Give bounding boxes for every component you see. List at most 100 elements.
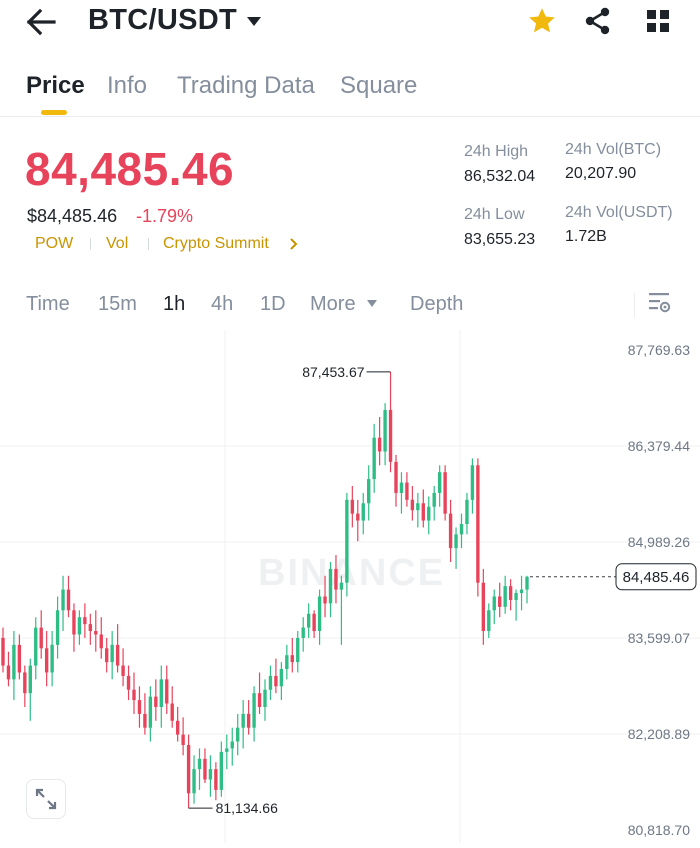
candle-down [448,513,453,549]
candlestick-chart[interactable]: BINANCE 87,769.63 86,379.44 84,989.26 83,59… [0,330,700,843]
tag-crypto-summit[interactable]: Crypto Summit [163,235,269,252]
candle-up [519,589,524,594]
menu-button[interactable] [646,9,670,38]
y-axis-tick-label: 83,599.07 [628,630,690,646]
candle-down [181,734,185,745]
candle-down [115,644,120,666]
y-axis-tick-label: 82,208.89 [628,726,690,742]
candle-down [66,589,71,611]
candle-down [44,648,49,673]
candle-down [410,499,415,511]
candle-down [154,696,158,707]
tab-bar: Price Info Trading Data Square [0,62,700,117]
candle-up [492,596,496,611]
tab-square[interactable]: Square [340,72,418,99]
divider [634,293,635,317]
candle-up [208,769,213,780]
tab-info[interactable]: Info [107,72,148,99]
timeframe-depth[interactable]: Depth [410,293,464,315]
candle-down [443,472,447,514]
candle-up [12,644,16,680]
candle-up [263,689,267,707]
candle-down [88,624,93,632]
tag-pow[interactable]: POW [35,235,74,252]
share-icon [585,7,610,35]
stat-24h-high-label: 24h High [464,143,529,160]
stat-24h-vol-usdt-value: 1.72B [565,228,607,245]
candle-down [175,720,180,735]
candle-down [356,513,360,521]
candle-up [148,696,153,728]
candle-up [399,482,404,493]
back-button[interactable] [26,8,58,36]
timeframe-more[interactable]: More [310,293,356,315]
candle-up [372,437,376,480]
last-price: 84,485.46 [25,143,235,195]
fullscreen-button[interactable] [26,779,66,819]
candle-up [361,503,365,521]
candle-down [17,644,22,673]
candle-up [306,613,311,628]
active-tab-indicator [41,110,67,115]
tab-trading-data[interactable]: Trading Data [177,72,315,99]
candle-up [503,586,507,607]
timeframe-15m[interactable]: 15m [98,293,137,315]
chevron-right-icon[interactable] [289,238,299,250]
candle-down [105,648,109,663]
timeframe-1h[interactable]: 1h [163,293,186,315]
candle-up [50,644,54,673]
candle-down [214,769,218,790]
stat-24h-low-label: 24h Low [464,206,525,223]
candle-up [28,665,32,694]
candle-up [225,748,229,752]
candle-up [487,610,491,632]
tag-divider [90,238,91,250]
candle-down [132,689,136,701]
candle-up [296,637,300,663]
candle-down [99,634,103,649]
candle-up [285,655,289,670]
candle-down [388,410,393,462]
candle-down [246,713,251,728]
stat-24h-high-value: 86,532.04 [464,168,536,185]
candle-up [230,741,234,749]
timeframe-time[interactable]: Time [26,293,70,315]
share-button[interactable] [584,7,612,40]
candle-down [23,672,27,694]
candle-down [290,655,294,663]
candle-up [339,582,344,590]
period-high-label: 87,453.67 [302,364,364,380]
candle-up [383,410,387,452]
caret-down-icon[interactable] [246,15,262,27]
favorite-button[interactable] [527,6,557,41]
candle-up [432,492,436,507]
candle-up [416,503,420,511]
chart-settings-button[interactable] [648,292,672,319]
candle-down [186,744,191,794]
stat-24h-low-value: 83,655.23 [464,231,536,248]
candle-down [170,703,174,721]
tag-vol[interactable]: Vol [106,235,129,252]
candle-up [367,479,371,504]
expand-icon [35,788,57,810]
candle-up [279,669,284,687]
timeframe-4h[interactable]: 4h [211,293,234,315]
candle-up [345,499,349,583]
candle-down [137,700,142,714]
caret-down-icon[interactable] [366,299,378,308]
tab-price[interactable]: Price [26,72,85,99]
chart-canvas[interactable]: BINANCE 87,769.63 86,379.44 84,989.26 83,59… [0,330,700,843]
candle-up [470,465,475,500]
current-price-box [615,563,697,591]
candle-down [83,617,87,625]
candle-up [236,727,240,742]
chart-settings-icon [649,293,671,313]
trading-pair-title[interactable]: BTC/USDT [88,4,237,36]
candle-down [476,465,480,583]
candle-down [312,613,316,632]
y-axis-tick-label: 86,379.44 [628,438,690,454]
candle-up [454,534,458,549]
candle-down [334,568,338,590]
timeframe-1d[interactable]: 1D [260,293,286,315]
price-change-percent: -1.79% [136,206,194,226]
